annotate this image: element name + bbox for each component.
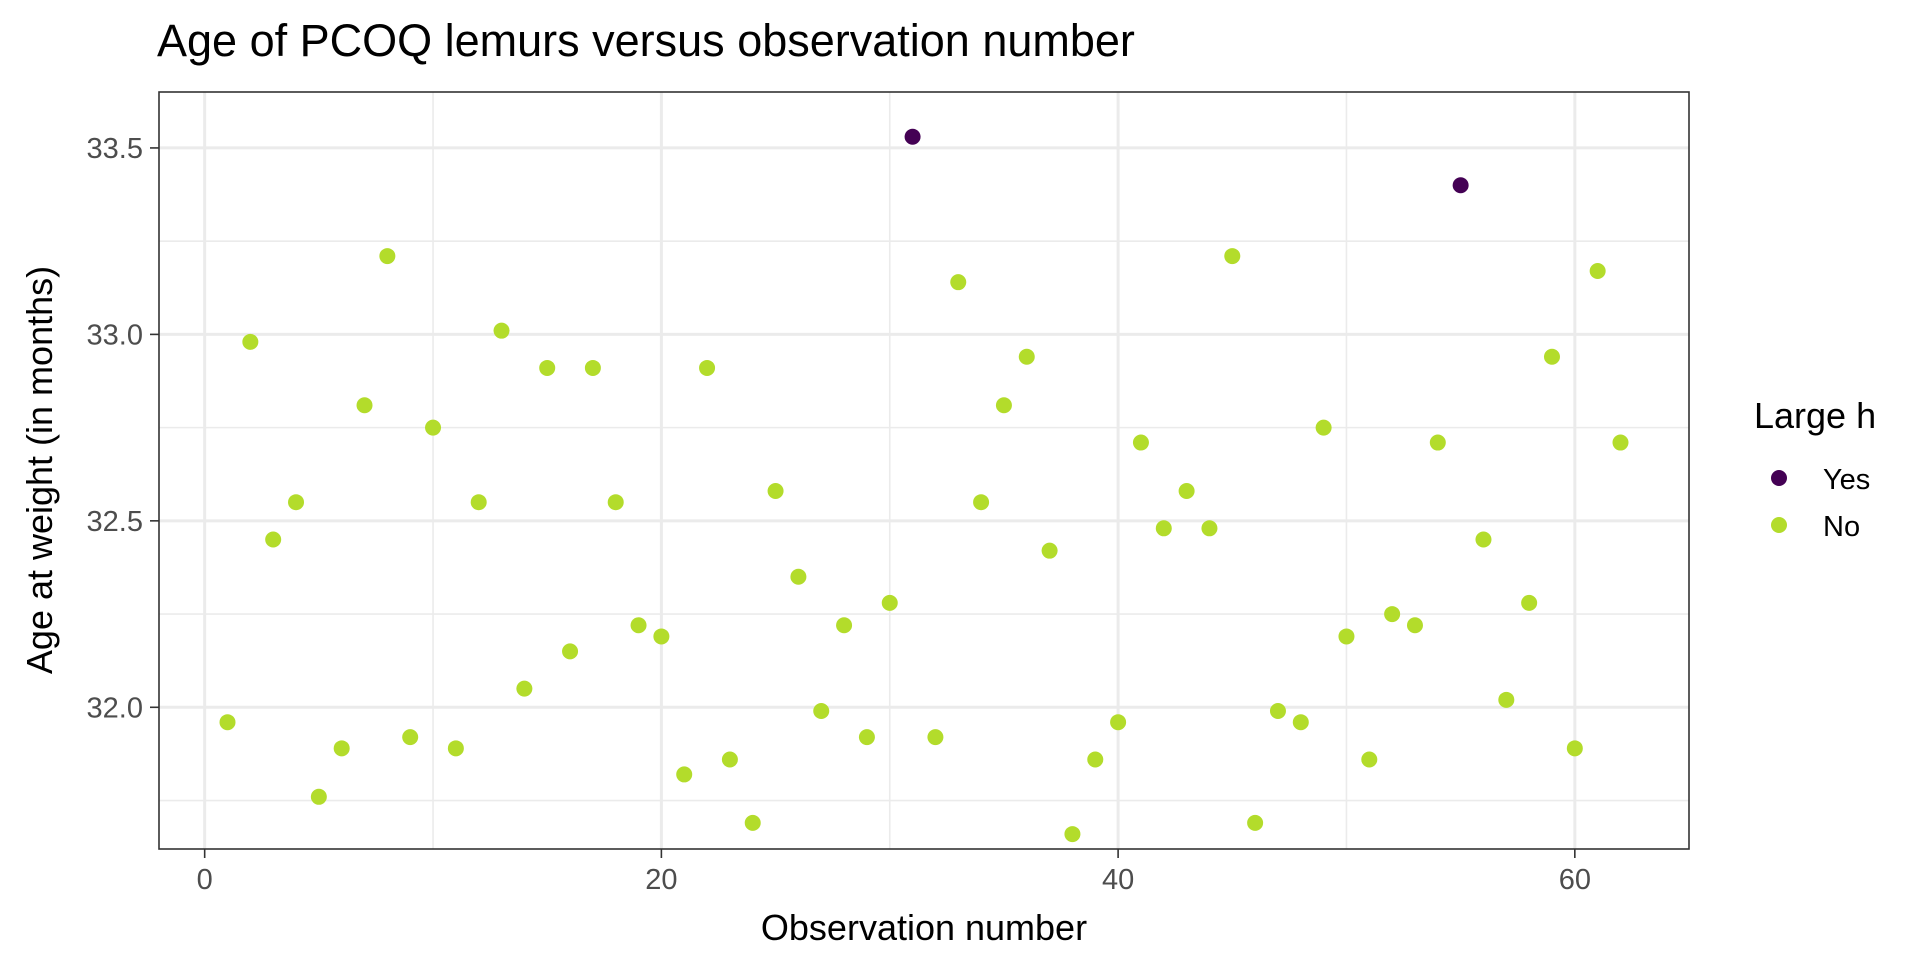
data-point-no xyxy=(813,703,830,720)
data-point-no xyxy=(1269,703,1286,720)
data-point-no xyxy=(470,494,487,511)
data-point-no xyxy=(333,740,350,757)
legend-label-yes: Yes xyxy=(1823,464,1870,496)
data-point-no xyxy=(767,483,784,500)
chart-title: Age of PCOQ lemurs versus observation nu… xyxy=(157,15,1135,66)
data-point-no xyxy=(836,617,853,634)
y-tick-label: 33.0 xyxy=(87,319,143,351)
data-point-yes xyxy=(1452,177,1469,194)
y-axis-title: Age at weight (in months) xyxy=(19,266,60,674)
data-point-no xyxy=(1315,419,1332,436)
data-point-no xyxy=(1521,594,1538,611)
data-point-no xyxy=(1338,628,1355,645)
data-point-no xyxy=(1247,814,1264,831)
data-point-no xyxy=(219,714,236,731)
data-point-no xyxy=(516,680,533,697)
x-axis: 0 20 40 60 xyxy=(197,849,1591,896)
x-tick-label: 20 xyxy=(645,864,677,896)
y-axis: 32.0 32.5 33.0 33.5 xyxy=(87,133,159,724)
data-point-no xyxy=(1018,348,1035,365)
data-point-no xyxy=(699,359,716,376)
y-tick-label: 32.5 xyxy=(87,506,143,538)
data-point-no xyxy=(1110,714,1127,731)
data-point-no xyxy=(973,494,990,511)
x-tick-label: 0 xyxy=(197,864,213,896)
data-point-no xyxy=(1384,606,1401,623)
data-point-no xyxy=(1087,751,1104,768)
data-point-no xyxy=(265,531,282,548)
data-point-no xyxy=(676,766,693,783)
data-point-no xyxy=(950,274,967,291)
data-point-no xyxy=(1429,434,1446,451)
y-tick-label: 33.5 xyxy=(87,133,143,165)
data-point-no xyxy=(539,359,556,376)
legend-title: Large h xyxy=(1754,395,1876,436)
data-point-no xyxy=(1132,434,1149,451)
data-point-no xyxy=(402,729,419,746)
data-point-no xyxy=(1589,262,1606,279)
data-point-no xyxy=(310,788,327,805)
data-point-no xyxy=(288,494,305,511)
data-point-no xyxy=(1064,826,1081,843)
data-point-no xyxy=(744,814,761,831)
legend: Large h Yes No xyxy=(1754,395,1876,543)
data-points xyxy=(219,128,1629,843)
data-point-no xyxy=(356,397,373,414)
data-point-no xyxy=(1155,520,1172,537)
data-point-no xyxy=(584,359,601,376)
x-tick-label: 60 xyxy=(1559,864,1591,896)
legend-swatch-yes xyxy=(1771,470,1787,486)
data-point-no xyxy=(1361,751,1378,768)
data-point-no xyxy=(630,617,647,634)
plot-panel-border xyxy=(158,91,1690,850)
data-point-no xyxy=(1498,691,1515,708)
data-point-no xyxy=(1566,740,1583,757)
data-point-no xyxy=(425,419,442,436)
data-point-no xyxy=(1475,531,1492,548)
data-point-no xyxy=(607,494,624,511)
data-point-yes xyxy=(904,128,921,145)
legend-swatch-no xyxy=(1771,517,1787,533)
data-point-no xyxy=(858,729,875,746)
data-point-no xyxy=(1612,434,1629,451)
data-point-no xyxy=(995,397,1012,414)
data-point-no xyxy=(1041,542,1058,559)
data-point-no xyxy=(721,751,738,768)
data-point-no xyxy=(1178,483,1195,500)
data-point-no xyxy=(927,729,944,746)
data-point-no xyxy=(653,628,670,645)
y-tick-label: 32.0 xyxy=(87,692,143,724)
data-point-no xyxy=(562,643,579,660)
data-point-no xyxy=(493,322,510,339)
data-point-no xyxy=(1543,348,1560,365)
grid xyxy=(159,92,1689,849)
data-point-no xyxy=(1224,248,1241,265)
data-point-no xyxy=(447,740,464,757)
x-axis-title: Observation number xyxy=(761,907,1087,948)
data-point-no xyxy=(1292,714,1309,731)
legend-label-no: No xyxy=(1823,511,1860,543)
data-point-no xyxy=(881,594,898,611)
data-point-no xyxy=(790,568,807,585)
data-point-no xyxy=(1406,617,1423,634)
x-tick-label: 40 xyxy=(1102,864,1134,896)
data-point-no xyxy=(1201,520,1218,537)
data-point-no xyxy=(379,248,396,265)
data-point-no xyxy=(242,333,259,350)
